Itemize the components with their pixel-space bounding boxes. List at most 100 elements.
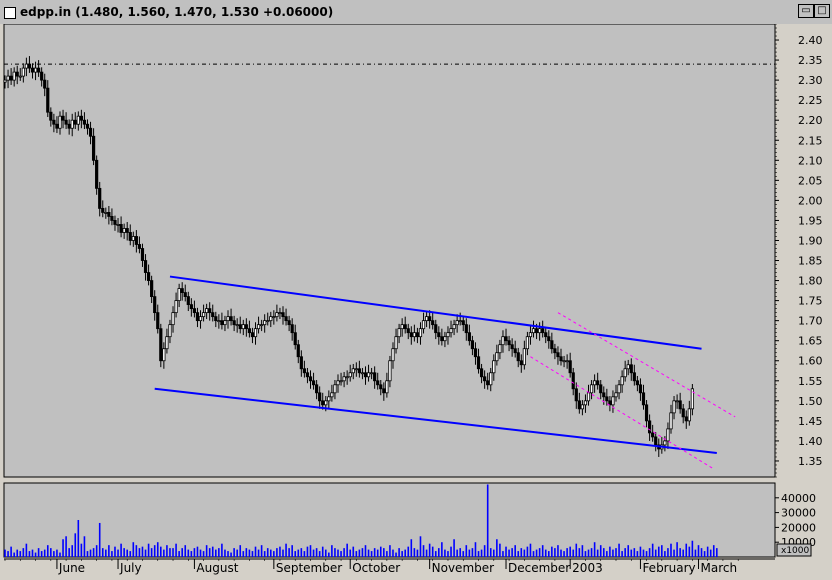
price-tick-label: 2.10 <box>798 154 823 167</box>
candle-body <box>272 316 276 319</box>
candle-body <box>162 348 166 362</box>
candle-body <box>547 336 551 342</box>
volume-unit-label: x1000 <box>781 546 810 556</box>
candle-body <box>534 328 539 334</box>
price-tick-label: 1.85 <box>798 255 823 268</box>
price-tick-label: 2.20 <box>798 114 823 127</box>
candle-body <box>379 384 383 390</box>
candle-body <box>623 368 627 378</box>
x-month-label: July <box>119 561 142 575</box>
candle-body <box>156 312 160 330</box>
candle-body <box>415 332 420 338</box>
x-month-label: October <box>352 561 400 575</box>
candle-body <box>559 356 563 362</box>
price-tick-label: 2.35 <box>798 54 823 67</box>
candle-body <box>171 312 175 326</box>
candle-body <box>583 400 588 406</box>
candle-body <box>354 368 358 371</box>
candle-body <box>571 372 575 390</box>
candle-body <box>421 320 426 330</box>
candle-body <box>15 71 19 77</box>
candle-body <box>541 328 545 334</box>
candle-body <box>394 336 398 350</box>
candle-body <box>611 396 615 406</box>
candle-body <box>388 360 392 382</box>
candle-body <box>479 368 484 378</box>
candle-body <box>516 352 520 362</box>
candle-body <box>211 312 215 318</box>
candle-body <box>183 292 187 298</box>
candle-body <box>58 115 62 129</box>
candle-body <box>305 372 310 378</box>
minimize-button[interactable]: ▭ <box>798 4 814 18</box>
candle-body <box>614 392 618 398</box>
candle-body <box>663 440 667 446</box>
candle-body <box>101 208 105 213</box>
x-month-label: December <box>508 561 570 575</box>
candle-body <box>324 400 328 406</box>
candle-body <box>21 67 25 77</box>
volume-tick-label: 30000 <box>781 507 816 520</box>
candle-body <box>550 340 554 350</box>
candle-body <box>333 384 337 394</box>
candle-body <box>525 336 530 350</box>
candle-body <box>131 236 135 241</box>
candle-body <box>12 71 16 81</box>
candle-body <box>168 324 172 338</box>
candle-body <box>208 308 212 314</box>
inner-upper-trendline[interactable] <box>557 312 736 418</box>
candle-body <box>95 159 99 189</box>
price-tick-label: 1.45 <box>798 415 823 428</box>
maximize-button[interactable]: □ <box>814 4 830 18</box>
candle-body <box>617 384 621 394</box>
candle-body <box>278 312 282 315</box>
candle-body <box>43 79 47 89</box>
window-menu-icon[interactable] <box>4 7 16 19</box>
candle-body <box>290 324 294 334</box>
candle-body <box>452 324 456 330</box>
window-title: edpp.in (1.480, 1.560, 1.470, 1.530 +0.0… <box>20 5 334 19</box>
candle-body <box>553 348 557 354</box>
candle-body <box>61 115 65 121</box>
candle-body <box>565 360 569 363</box>
candle-body <box>605 396 609 402</box>
candle-body <box>669 412 673 430</box>
candle-body <box>256 324 261 330</box>
candle-body <box>489 372 493 386</box>
candle-body <box>342 376 346 382</box>
price-panel <box>3 23 776 478</box>
candle-body <box>24 63 28 69</box>
x-month-label: 2003 <box>572 561 603 575</box>
candle-body <box>79 115 83 121</box>
candle-body <box>397 328 401 338</box>
upper-trendline[interactable] <box>169 275 702 350</box>
candle-body <box>128 232 132 241</box>
candle-body <box>577 400 581 410</box>
candle-body <box>180 288 184 293</box>
candle-body <box>437 332 441 338</box>
candle-body <box>629 364 633 374</box>
candle-body <box>654 436 658 446</box>
candle-body <box>198 316 203 322</box>
candle-body <box>675 400 679 403</box>
candle-body <box>467 332 471 342</box>
candle-body <box>3 79 7 83</box>
lower-trendline[interactable] <box>154 387 717 454</box>
candle-body <box>201 312 206 318</box>
candle-body <box>690 388 694 410</box>
candle-body <box>238 324 242 330</box>
candle-body <box>373 372 377 382</box>
candle-body <box>6 75 10 81</box>
candle-body <box>269 316 273 322</box>
volume-tick-label: 20000 <box>781 521 816 534</box>
candle-body <box>253 328 258 338</box>
candle-body <box>88 127 93 137</box>
candle-body <box>455 320 459 326</box>
candle-body <box>531 328 536 334</box>
candle-body <box>232 320 236 326</box>
volume-unit-box <box>776 543 812 557</box>
candle-body <box>339 380 343 383</box>
candle-body <box>110 216 114 221</box>
candle-body <box>293 332 297 346</box>
